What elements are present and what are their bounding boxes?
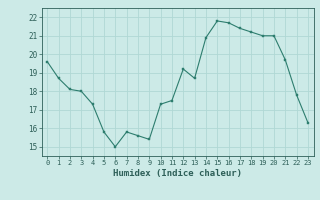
- X-axis label: Humidex (Indice chaleur): Humidex (Indice chaleur): [113, 169, 242, 178]
